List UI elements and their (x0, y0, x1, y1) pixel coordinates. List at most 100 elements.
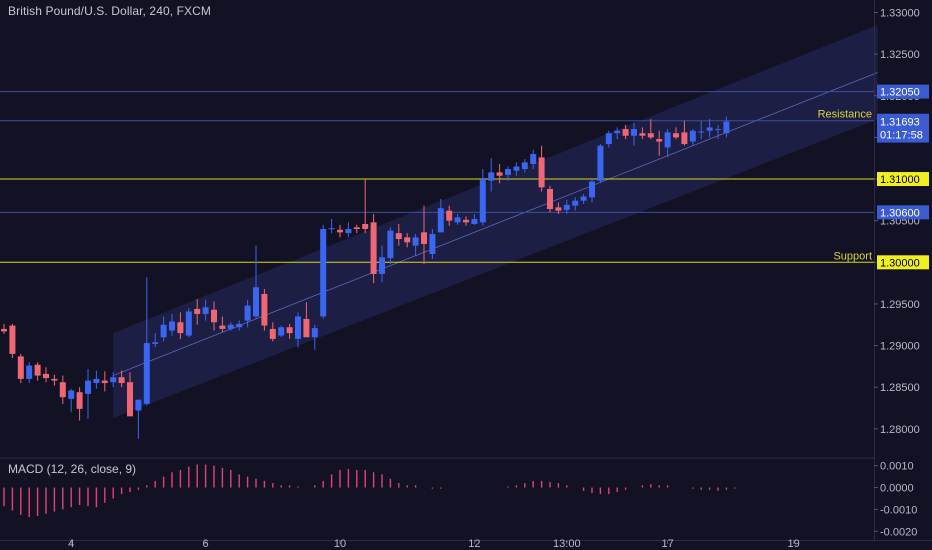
candle-body (605, 133, 612, 145)
price-tick-label: 1.33000 (880, 7, 920, 19)
macd-tick-label: -0.0010 (880, 504, 917, 516)
time-tick-label: 19 (787, 538, 799, 550)
level-tag-label: 1.32050 (880, 87, 920, 99)
candle-body (244, 305, 251, 321)
resistance-label: Resistance (818, 109, 872, 121)
candle-body (446, 210, 453, 221)
candle-body (202, 307, 209, 314)
candle-body (370, 222, 377, 274)
candle-body (681, 132, 688, 145)
candle-body (328, 228, 335, 230)
candle-body (219, 325, 226, 329)
candle-body (437, 208, 444, 233)
level-tag-label: 1.30000 (880, 257, 920, 269)
chart-title: British Pound/U.S. Dollar, 240, FXCM (8, 4, 212, 18)
macd-indicator-title[interactable]: MACD (12, 26, close, 9) (8, 462, 137, 476)
candle-body (51, 378, 58, 381)
candle-body (311, 328, 318, 338)
candle-body (597, 145, 604, 181)
candle-body (673, 133, 679, 138)
candle-body (59, 382, 66, 398)
level-tag-3[interactable] (877, 205, 929, 220)
candle-body (404, 237, 411, 243)
candle-body (227, 324, 234, 329)
candle-body (698, 131, 705, 133)
candle-body (17, 356, 24, 379)
macd-tick-label: 0.0010 (880, 461, 914, 473)
candle-body (26, 365, 33, 379)
level-tag-label: 1.30600 (880, 207, 920, 219)
candle-body (253, 287, 259, 317)
price-tick-label: 1.32500 (880, 49, 920, 61)
candle-body (320, 229, 327, 317)
candle-body (706, 127, 713, 131)
macd-tick-label: 0.0000 (880, 483, 914, 495)
countdown-label: 01:17:58 (880, 130, 923, 142)
candle-body (723, 121, 730, 134)
candle-body (110, 377, 117, 383)
candle-body (345, 229, 352, 234)
time-tick-label: 13:00 (553, 538, 581, 550)
candle-body (93, 378, 100, 384)
price-tick-label: 1.29500 (880, 299, 920, 311)
candle-body (572, 200, 579, 206)
candle-body (429, 233, 436, 254)
candle-body (76, 392, 83, 409)
candle-body (185, 311, 192, 336)
candle-body (454, 217, 461, 223)
candle-body (286, 327, 293, 334)
candle-body (269, 328, 276, 339)
candle-body (639, 133, 646, 136)
candle-body (127, 382, 133, 417)
candle-body (353, 227, 360, 229)
candle-body (471, 219, 478, 225)
candle-body (362, 224, 369, 229)
candle-body (160, 324, 167, 338)
last-price-label: 1.31693 (880, 117, 920, 129)
candle-body (479, 179, 486, 223)
price-tick-label: 1.28500 (880, 382, 920, 394)
level-tag-label: 1.31000 (880, 174, 920, 186)
candle-body (34, 364, 41, 376)
candle-body (101, 380, 108, 384)
candle-body (211, 309, 217, 323)
candle-body (656, 139, 663, 142)
candle-body (169, 321, 175, 331)
candle-body (379, 257, 385, 274)
candle-body (463, 219, 469, 223)
candle-body (261, 293, 268, 326)
price-tick-label: 1.29000 (880, 341, 920, 353)
candle-body (622, 129, 629, 136)
time-tick-label: 6 (203, 538, 209, 550)
candle-body (538, 157, 545, 188)
candle-body (236, 323, 243, 328)
candle-body (387, 230, 394, 259)
candle-body (421, 232, 427, 244)
candle-body (85, 380, 91, 394)
candle-body (521, 162, 528, 170)
candle-body (530, 154, 537, 165)
candle-body (295, 316, 301, 339)
last-price-tag[interactable] (877, 114, 929, 143)
support-label: Support (833, 250, 872, 262)
candle-body (555, 207, 562, 211)
candle-body (395, 233, 402, 239)
candle-body (412, 237, 419, 246)
candle-body (135, 399, 142, 411)
candle-body (715, 129, 721, 131)
candle-body (496, 172, 503, 176)
candle-body (631, 129, 637, 136)
candle-body (278, 327, 285, 336)
candle-body (152, 342, 159, 344)
macd-tick-label: -0.0020 (880, 526, 917, 538)
candle-body (177, 322, 184, 334)
candle-body (1, 328, 7, 332)
level-tag-2[interactable] (877, 172, 929, 187)
candle-body (647, 133, 654, 138)
level-tag-0[interactable] (877, 84, 929, 99)
level-tag-4[interactable] (877, 255, 929, 270)
candle-body (547, 189, 553, 210)
candle-body (194, 308, 201, 314)
time-tick-label: 12 (468, 538, 480, 550)
